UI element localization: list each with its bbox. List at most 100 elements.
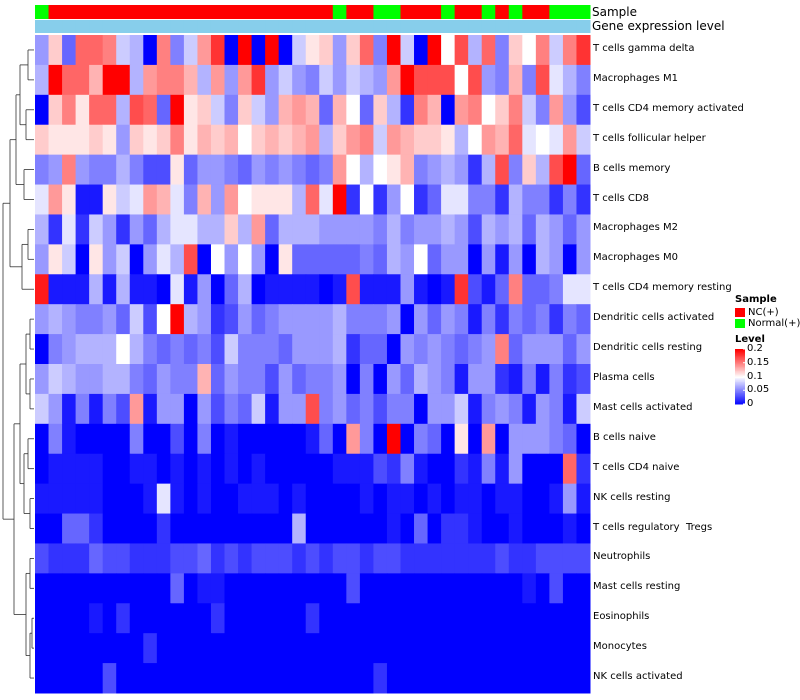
heatmap-cell xyxy=(495,124,510,156)
heatmap-cell xyxy=(265,603,280,634)
heatmap-cell xyxy=(562,154,577,186)
row-label: Macrophages M1 xyxy=(593,72,678,84)
heatmap-cell xyxy=(346,543,361,574)
sample-annotation-cell xyxy=(359,5,374,19)
heatmap-cell xyxy=(197,94,212,126)
heatmap-cell xyxy=(562,214,577,245)
heatmap-cell xyxy=(156,633,171,664)
heatmap-cell xyxy=(468,364,483,395)
heatmap-cell xyxy=(238,423,253,455)
heatmap-cell xyxy=(508,663,523,694)
heatmap-cell xyxy=(48,603,63,634)
colorbar-segment xyxy=(735,387,745,390)
heatmap-cell xyxy=(454,184,469,215)
heatmap-cell xyxy=(251,393,266,425)
heatmap-cell xyxy=(183,633,198,664)
heatmap-cell xyxy=(481,603,496,634)
heatmap-cell xyxy=(427,124,442,156)
heatmap-cell xyxy=(197,513,212,544)
sample-annotation-cell xyxy=(549,5,564,19)
heatmap-cell xyxy=(576,543,591,574)
heatmap-cell xyxy=(156,603,171,634)
heatmap-cell xyxy=(319,573,334,604)
heatmap-cell xyxy=(129,453,144,485)
heatmap-cell xyxy=(170,35,185,66)
heatmap-cell xyxy=(265,453,280,485)
heatmap-cell xyxy=(508,304,523,335)
heatmap-cell xyxy=(251,124,266,156)
heatmap-cell xyxy=(481,94,496,126)
heatmap-cell xyxy=(278,94,293,126)
colorbar-segment xyxy=(735,358,745,361)
heatmap-cell xyxy=(102,364,117,395)
heatmap-cell xyxy=(251,453,266,485)
heatmap-cell xyxy=(129,393,144,425)
heatmap-cell xyxy=(481,154,496,186)
heatmap-cell xyxy=(522,483,537,515)
gene-expression-annotation-cell xyxy=(454,20,469,33)
heatmap-cell xyxy=(292,244,307,275)
heatmap-cell xyxy=(495,184,510,215)
heatmap-cell xyxy=(535,513,550,544)
heatmap-cell xyxy=(238,393,253,425)
heatmap-cell xyxy=(441,274,456,305)
heatmap-cell xyxy=(48,244,63,275)
heatmap-cell xyxy=(508,64,523,96)
heatmap-cell xyxy=(170,154,185,186)
heatmap-cell xyxy=(319,154,334,186)
sample-annotation-cell xyxy=(414,5,429,19)
heatmap-cell xyxy=(454,94,469,126)
heatmap-cell xyxy=(183,94,198,126)
heatmap-cell xyxy=(535,573,550,604)
heatmap-cell xyxy=(400,244,415,275)
heatmap-cell xyxy=(549,513,564,544)
row-label: Macrophages M2 xyxy=(593,222,678,234)
heatmap-cell xyxy=(143,513,158,544)
heatmap-cell xyxy=(156,124,171,156)
heatmap-cell xyxy=(75,274,90,305)
gene-expression-annotation-cell xyxy=(210,20,226,33)
heatmap-cell xyxy=(102,453,117,485)
sample-annotation-cell xyxy=(373,5,388,19)
heatmap-cell xyxy=(116,453,131,485)
heatmap-cell xyxy=(62,244,77,275)
heatmap-cell xyxy=(62,603,77,634)
heatmap-cell xyxy=(481,453,496,485)
heatmap-cell xyxy=(89,124,104,156)
heatmap-cell xyxy=(535,453,550,485)
heatmap-cell xyxy=(75,663,90,694)
sample-annotation-cell xyxy=(265,5,280,19)
heatmap-cell xyxy=(251,543,266,574)
heatmap-cell xyxy=(427,244,442,275)
heatmap-cell xyxy=(292,483,307,515)
colorbar-segment xyxy=(735,397,745,399)
heatmap-cell xyxy=(441,304,456,335)
heatmap-cell xyxy=(48,94,63,126)
heatmap-cell xyxy=(414,663,429,694)
heatmap-cell xyxy=(522,184,537,215)
heatmap-cell xyxy=(170,124,185,156)
sample-annotation-cell xyxy=(441,5,456,19)
heatmap-cell xyxy=(62,633,77,664)
heatmap-cell xyxy=(359,94,374,126)
heatmap-cell xyxy=(441,244,456,275)
sample-annotation-cell xyxy=(508,5,523,19)
heatmap-cell xyxy=(400,364,415,395)
heatmap-cell xyxy=(102,304,117,335)
heatmap-cell xyxy=(400,304,415,335)
heatmap-cell xyxy=(359,124,374,156)
heatmap-cell xyxy=(305,663,320,694)
heatmap-cell xyxy=(89,663,104,694)
sample-annotation-cell xyxy=(346,5,361,19)
heatmap-cell xyxy=(522,274,537,305)
heatmap-cell xyxy=(292,124,307,156)
heatmap-cell xyxy=(562,573,577,604)
heatmap-cell xyxy=(183,573,198,604)
heatmap-cell xyxy=(224,94,239,126)
colorbar-tick-label: 0 xyxy=(747,398,754,409)
heatmap-cell xyxy=(224,304,239,335)
heatmap-cell xyxy=(319,64,334,96)
heatmap-cell xyxy=(522,304,537,335)
heatmap-cell xyxy=(224,483,239,515)
heatmap-cell xyxy=(386,304,401,335)
